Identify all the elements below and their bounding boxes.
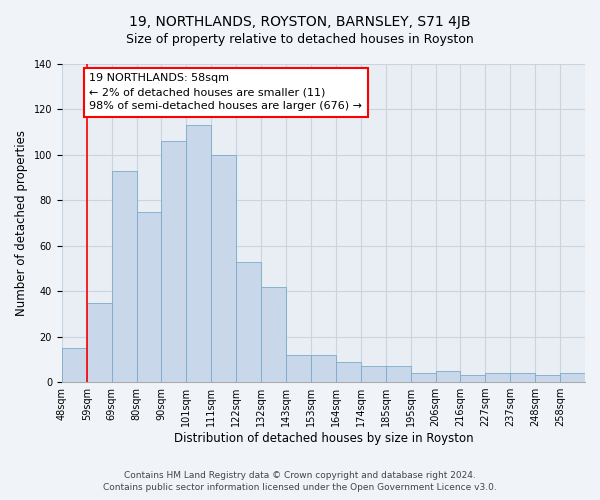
Text: Contains HM Land Registry data © Crown copyright and database right 2024.
Contai: Contains HM Land Registry data © Crown c…	[103, 471, 497, 492]
Bar	[86, 302, 112, 382]
Bar	[161, 141, 187, 382]
Bar	[510, 373, 535, 382]
X-axis label: Distribution of detached houses by size in Royston: Distribution of detached houses by size …	[173, 432, 473, 445]
Text: 19, NORTHLANDS, ROYSTON, BARNSLEY, S71 4JB: 19, NORTHLANDS, ROYSTON, BARNSLEY, S71 4…	[129, 15, 471, 29]
Bar	[460, 376, 485, 382]
Bar	[361, 366, 386, 382]
Bar	[187, 126, 211, 382]
Bar	[137, 212, 161, 382]
Bar	[112, 171, 137, 382]
Y-axis label: Number of detached properties: Number of detached properties	[15, 130, 28, 316]
Bar	[286, 355, 311, 382]
Bar	[560, 373, 585, 382]
Bar	[311, 355, 336, 382]
Text: Size of property relative to detached houses in Royston: Size of property relative to detached ho…	[126, 32, 474, 46]
Text: 19 NORTHLANDS: 58sqm
← 2% of detached houses are smaller (11)
98% of semi-detach: 19 NORTHLANDS: 58sqm ← 2% of detached ho…	[89, 73, 362, 111]
Bar	[436, 370, 460, 382]
Bar	[62, 348, 86, 382]
Bar	[485, 373, 510, 382]
Bar	[336, 362, 361, 382]
Bar	[386, 366, 410, 382]
Bar	[535, 376, 560, 382]
Bar	[236, 262, 261, 382]
Bar	[211, 155, 236, 382]
Bar	[261, 286, 286, 382]
Bar	[410, 373, 436, 382]
